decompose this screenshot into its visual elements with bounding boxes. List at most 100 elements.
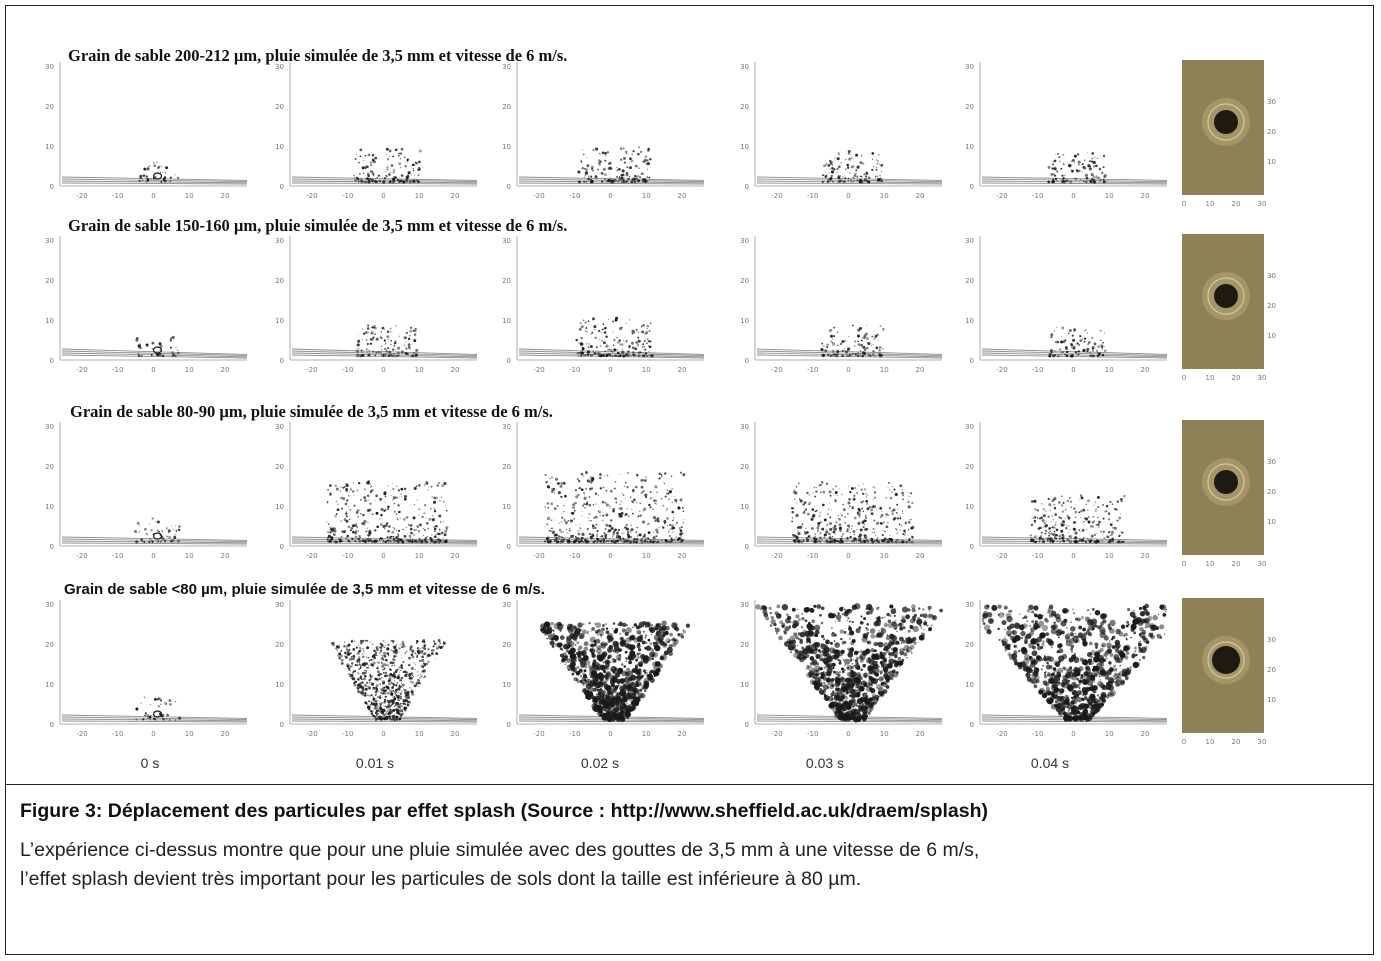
y-tick-label: 20 — [740, 277, 749, 285]
photo-y-tick: 20 — [1267, 302, 1276, 310]
photo-y-tick: 30 — [1267, 98, 1276, 106]
photo-y-tick: 10 — [1267, 332, 1276, 340]
x-tick-label: 20 — [221, 192, 230, 200]
x-tick-label: 10 — [415, 730, 424, 738]
row-title-3: Grain de sable 80-90 µm, pluie simulée d… — [70, 402, 553, 421]
time-label-0: 0 s — [140, 755, 160, 771]
time-label-2: 0.02 s — [580, 755, 620, 771]
x-tick-label: 0 — [846, 730, 850, 738]
y-tick-label: 20 — [740, 103, 749, 111]
caption-line-2: l’effet splash devient très important po… — [20, 868, 862, 890]
x-tick-label: 20 — [1141, 730, 1150, 738]
x-tick-label: 10 — [880, 366, 889, 374]
y-tick-label: 30 — [965, 601, 974, 609]
x-tick-label: -20 — [996, 366, 1007, 374]
photo-y-tick: 10 — [1267, 158, 1276, 166]
sand-bed — [756, 176, 943, 185]
x-tick-label: 10 — [642, 552, 651, 560]
splash-particles — [355, 324, 419, 358]
y-tick-label: 20 — [965, 463, 974, 471]
splash-panel: 0 10 20 30 -20 -10 0 10 20 — [45, 62, 248, 200]
row-title-4: Grain de sable <80 µm, pluie simulée de … — [64, 581, 545, 598]
y-tick-label: 10 — [965, 317, 974, 325]
y-tick-label: 0 — [280, 183, 284, 191]
x-tick-label: 10 — [415, 366, 424, 374]
y-tick-label: 20 — [45, 103, 54, 111]
splash-particles — [138, 161, 180, 184]
photo-x-tick: 30 — [1258, 200, 1267, 208]
x-tick-label: 20 — [451, 730, 460, 738]
y-tick-label: 0 — [970, 721, 974, 729]
x-tick-label: 20 — [916, 730, 925, 738]
y-tick-label: 30 — [45, 601, 54, 609]
x-tick-label: 0 — [151, 552, 155, 560]
x-tick-label: 0 — [1071, 730, 1075, 738]
y-tick-label: 0 — [507, 183, 511, 191]
photo-y-tick: 20 — [1267, 488, 1276, 496]
splash-panel: 0 10 20 30 -20 -10 0 10 20 — [502, 236, 705, 374]
y-tick-label: 0 — [970, 183, 974, 191]
x-tick-label: 10 — [642, 366, 651, 374]
y-tick-label: 30 — [275, 601, 284, 609]
figure-box — [5, 5, 1374, 785]
y-tick-label: 0 — [280, 721, 284, 729]
y-tick-label: 20 — [965, 103, 974, 111]
x-tick-label: -10 — [569, 192, 580, 200]
y-tick-label: 30 — [740, 237, 749, 245]
y-tick-label: 20 — [275, 641, 284, 649]
x-tick-label: -20 — [996, 192, 1007, 200]
splash-panel: 0 10 20 30 -20 -10 0 10 20 — [740, 236, 943, 374]
x-tick-label: -10 — [342, 366, 353, 374]
x-tick-label: -20 — [306, 552, 317, 560]
x-tick-label: 10 — [185, 552, 194, 560]
crater-photo: 10 20 30 0 10 20 30 — [1182, 60, 1276, 208]
y-tick-label: 30 — [740, 63, 749, 71]
splash-particles — [326, 480, 449, 544]
x-tick-label: 10 — [185, 366, 194, 374]
x-tick-label: -20 — [76, 192, 87, 200]
x-tick-label: 0 — [608, 366, 612, 374]
x-tick-label: 0 — [381, 730, 385, 738]
x-tick-label: -10 — [342, 552, 353, 560]
splash-particles — [821, 149, 884, 184]
crater — [1202, 458, 1250, 506]
figure-caption-title: Figure 3: Déplacement des particules par… — [20, 800, 989, 822]
photo-y-tick: 20 — [1267, 666, 1276, 674]
y-tick-label: 20 — [275, 463, 284, 471]
x-tick-label: 0 — [151, 730, 155, 738]
splash-panel: 0 10 20 30 -20 -10 0 10 20 — [965, 236, 1168, 374]
photo-y-tick: 10 — [1267, 696, 1276, 704]
y-tick-label: 0 — [970, 357, 974, 365]
y-tick-label: 0 — [745, 357, 749, 365]
x-tick-label: 20 — [678, 192, 687, 200]
splash-panel: 0 10 20 30 -20 -10 0 10 20 — [965, 62, 1168, 200]
splash-particles — [755, 603, 943, 723]
row-title-2: Grain de sable 150-160 µm, pluie simulée… — [68, 216, 568, 235]
y-tick-label: 30 — [965, 423, 974, 431]
splash-particles — [353, 147, 422, 184]
x-tick-label: 20 — [678, 366, 687, 374]
x-tick-label: -20 — [996, 552, 1007, 560]
splash-particles — [135, 335, 180, 358]
y-tick-label: 20 — [45, 641, 54, 649]
y-tick-label: 0 — [50, 721, 54, 729]
splash-panel: 0 10 20 30 -20 -10 0 10 20 — [275, 236, 478, 374]
y-tick-label: 0 — [507, 721, 511, 729]
x-tick-label: -20 — [771, 192, 782, 200]
y-tick-label: 0 — [50, 183, 54, 191]
y-tick-label: 30 — [275, 237, 284, 245]
splash-particles — [1047, 152, 1107, 184]
y-tick-label: 10 — [45, 681, 54, 689]
x-tick-label: -20 — [771, 366, 782, 374]
x-tick-label: 20 — [916, 366, 925, 374]
x-tick-label: -20 — [306, 730, 317, 738]
splash-panel: 0 10 20 30 -20 -10 0 10 20 — [502, 600, 705, 738]
crater — [1202, 98, 1250, 146]
y-tick-label: 20 — [965, 277, 974, 285]
x-tick-label: 0 — [151, 192, 155, 200]
sand-bed — [291, 348, 478, 359]
x-tick-label: 20 — [916, 552, 925, 560]
photo-y-tick: 10 — [1267, 518, 1276, 526]
x-tick-label: 0 — [381, 366, 385, 374]
crater — [1202, 636, 1250, 684]
